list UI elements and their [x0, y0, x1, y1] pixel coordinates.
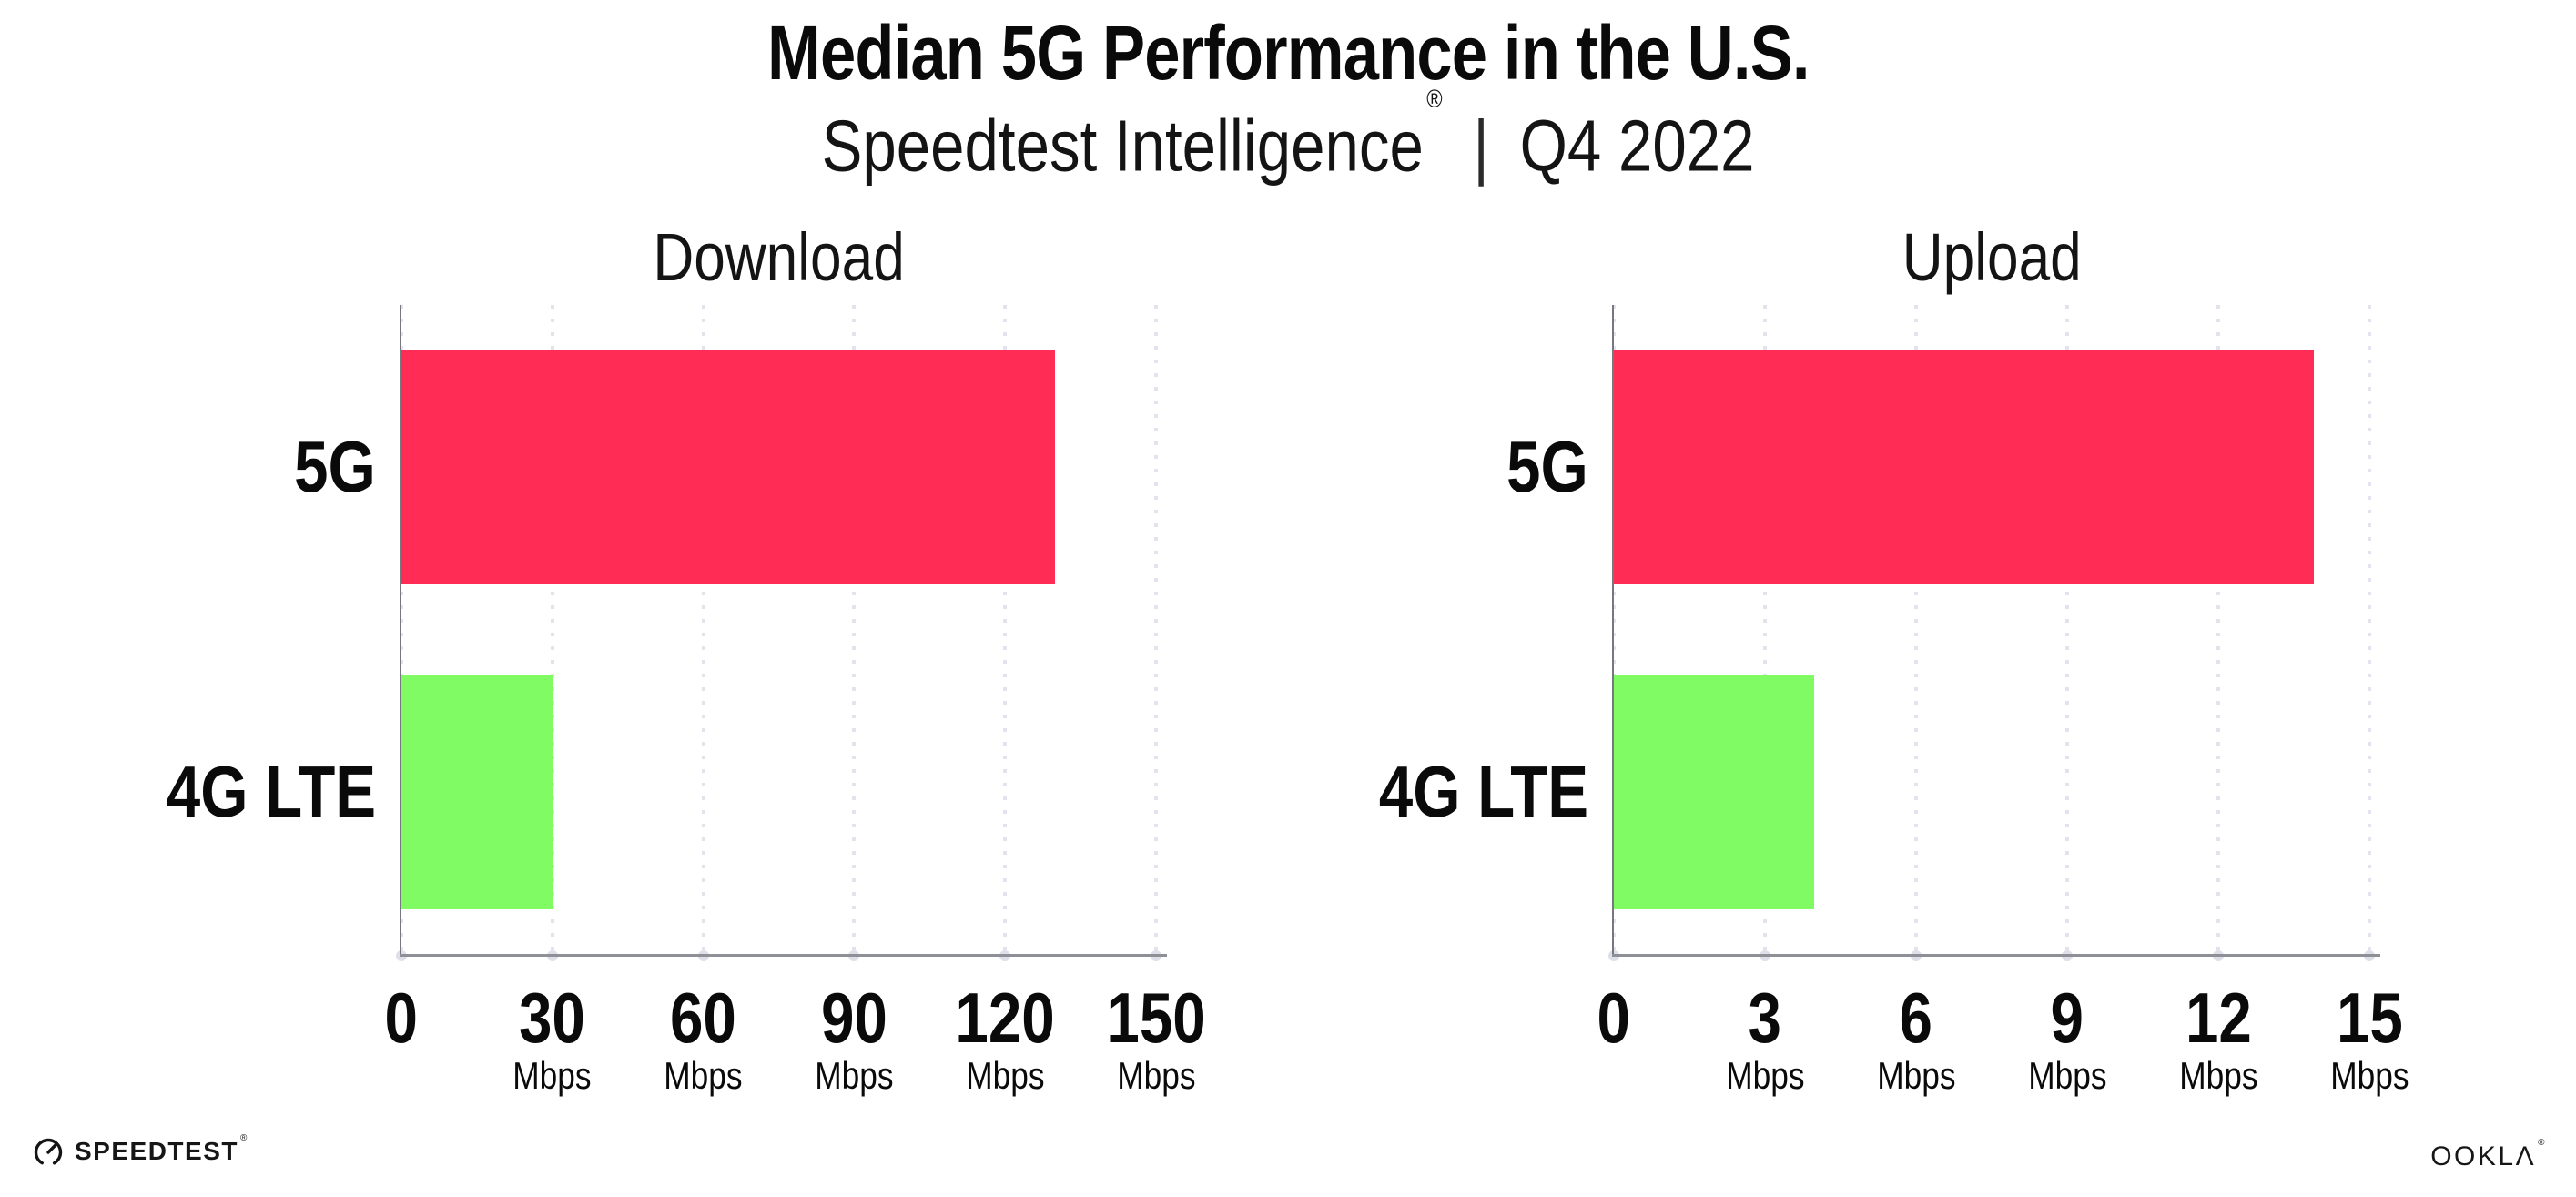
- x-tick-unit: Mbps: [2178, 1054, 2258, 1097]
- gridline-150: [1154, 305, 1158, 954]
- ookla-logo: OOKLΛ ®: [2430, 1138, 2547, 1172]
- category-label-5g: 5G: [294, 426, 376, 507]
- x-tick-value: 3: [1748, 978, 1782, 1058]
- x-tick-value: 0: [1597, 978, 1631, 1058]
- registered-trademark-icon: ®: [1426, 85, 1443, 113]
- x-tick-unit: Mbps: [1876, 1054, 1956, 1097]
- x-tick-0: 0: [1505, 978, 1723, 1058]
- x-tick-unit: Mbps: [2027, 1054, 2107, 1097]
- x-tick-150: 150 Mbps: [1047, 978, 1265, 1098]
- x-tick-60: 60 Mbps: [594, 978, 813, 1098]
- speedtest-gauge-icon: [34, 1138, 63, 1167]
- bar-4g-lte: [401, 675, 553, 909]
- bar-5g: [1614, 350, 2315, 584]
- gridline-3: [1763, 305, 1767, 954]
- x-tick-value: 0: [384, 978, 419, 1058]
- x-tick-30: 30 Mbps: [443, 978, 662, 1098]
- subtitle-separator: |: [1473, 105, 1489, 187]
- chart-title-download: Download: [401, 221, 1156, 294]
- x-tick-12: 12 Mbps: [2109, 978, 2328, 1098]
- ookla-wordmark: OOKLΛ: [2430, 1141, 2537, 1172]
- x-tick-unit: Mbps: [664, 1054, 743, 1097]
- chart-title-upload: Upload: [1614, 221, 2369, 294]
- x-tick-value: 150: [1106, 978, 1206, 1058]
- x-tick-unit: Mbps: [2329, 1054, 2409, 1097]
- x-tick-3: 3 Mbps: [1656, 978, 1874, 1098]
- gridline-30: [550, 305, 554, 954]
- gridline-6: [1914, 305, 1918, 954]
- x-tick-value: 15: [2336, 978, 2403, 1058]
- download-chart: Download 5G 4G LTE 0 30 Mbps 60 Mbps 90 Mbps 120…: [167, 221, 1206, 1098]
- registered-trademark-icon: ®: [2538, 1138, 2547, 1148]
- registered-trademark-icon: ®: [239, 1132, 248, 1143]
- x-axis-labels: 0 30 Mbps 60 Mbps 90 Mbps 120 Mbps 150 Mbps: [385, 954, 1206, 1127]
- chart-title-download-text: Download: [653, 219, 905, 295]
- x-tick-6: 6 Mbps: [1807, 978, 2025, 1098]
- gridline-12: [2216, 305, 2220, 954]
- x-tick-unit: Mbps: [512, 1054, 592, 1097]
- x-tick-15: 15 Mbps: [2260, 978, 2479, 1098]
- category-label-5g: 5G: [1506, 426, 1588, 507]
- bar-5g: [401, 350, 1056, 584]
- x-tick-value: 6: [1899, 978, 1933, 1058]
- page-title: Median 5G Performance in the U.S.: [0, 9, 2576, 96]
- subtitle-period: Q4 2022: [1519, 105, 1755, 187]
- gridline-60: [701, 305, 705, 954]
- plot-area: 5G 4G LTE: [167, 305, 1167, 961]
- x-tick-120: 120 Mbps: [896, 978, 1114, 1098]
- gridline-9: [2065, 305, 2069, 954]
- x-tick-value: 60: [670, 978, 737, 1058]
- gridline-0: [400, 305, 403, 954]
- chart-title-upload-text: Upload: [1902, 219, 2082, 295]
- x-tick-value: 120: [955, 978, 1055, 1058]
- y-axis-line: [400, 305, 401, 957]
- x-tick-unit: Mbps: [1116, 1054, 1196, 1097]
- speedtest-logo: SPEEDTEST ®: [31, 1132, 248, 1169]
- category-label-4g-lte: 4G LTE: [1378, 751, 1588, 832]
- page-title-text: Median 5G Performance in the U.S.: [766, 10, 1810, 96]
- x-axis-line: [1612, 954, 2380, 957]
- x-axis-labels: 0 3 Mbps 6 Mbps 9 Mbps 12 Mbps 15 Mbps: [1597, 954, 2409, 1127]
- gridline-120: [1003, 305, 1008, 954]
- y-axis-line: [1612, 305, 1614, 957]
- upload-chart: Upload 5G 4G LTE 0 3 Mbps 6 Mbps 9 Mbps 12 Mbps 15…: [1379, 221, 2409, 1098]
- x-axis-line: [400, 954, 1167, 957]
- x-tick-unit: Mbps: [815, 1054, 894, 1097]
- x-tick-unit: Mbps: [966, 1054, 1045, 1097]
- x-tick-0: 0: [292, 978, 511, 1058]
- bar-4g-lte: [1614, 675, 1814, 909]
- x-tick-value: 90: [820, 978, 887, 1058]
- gridline-15: [2368, 305, 2371, 954]
- x-tick-9: 9 Mbps: [1958, 978, 2176, 1098]
- page-subtitle: Speedtest Intelligence® | Q4 2022: [0, 85, 2576, 189]
- x-tick-value: 30: [519, 978, 586, 1058]
- category-label-4g-lte: 4G LTE: [166, 751, 376, 832]
- speedtest-wordmark: SPEEDTEST: [75, 1137, 238, 1165]
- gridline-0: [1612, 305, 1616, 954]
- plot-area: 5G 4G LTE: [1379, 305, 2380, 961]
- x-tick-90: 90 Mbps: [745, 978, 963, 1098]
- x-tick-value: 12: [2185, 978, 2252, 1058]
- gridline-90: [852, 305, 857, 954]
- subtitle-brand: Speedtest Intelligence: [821, 105, 1424, 187]
- x-tick-unit: Mbps: [1725, 1054, 1805, 1097]
- x-tick-value: 9: [2050, 978, 2084, 1058]
